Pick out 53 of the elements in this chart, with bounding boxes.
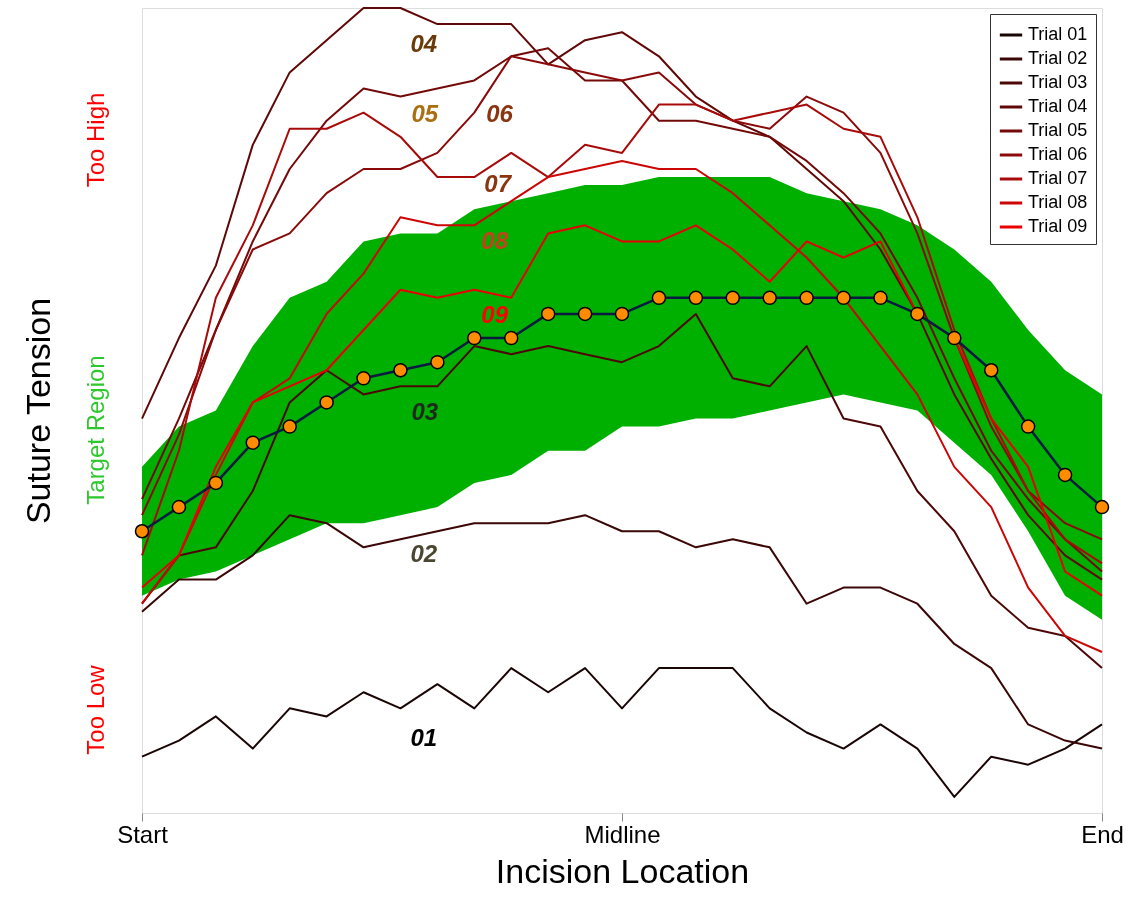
- point: [245, 435, 261, 450]
- y-axis-title: Suture Tension: [18, 297, 57, 525]
- text: Too High: [82, 92, 109, 188]
- point: [799, 290, 814, 306]
- annotation: 06: [486, 100, 514, 127]
- point: [762, 290, 777, 306]
- point: [393, 362, 408, 378]
- point: [983, 362, 999, 378]
- legend-label: Trial 06: [1028, 144, 1088, 164]
- point: [171, 499, 187, 515]
- legend-label: Trial 07: [1028, 168, 1088, 188]
- point: [614, 306, 630, 322]
- annotation: 07: [484, 170, 513, 197]
- annotation: 09: [481, 301, 509, 328]
- legend-label: Trial 08: [1028, 192, 1088, 212]
- x-tick-label: End: [1081, 820, 1124, 848]
- text: Target Region: [82, 355, 109, 505]
- legend-label: Trial 09: [1028, 216, 1088, 236]
- legend-label: Trial 01: [1028, 24, 1088, 44]
- annotation: 01: [410, 724, 438, 751]
- point: [540, 306, 556, 322]
- point: [947, 330, 962, 346]
- annotation: 08: [481, 227, 509, 254]
- annotation: 04: [410, 30, 438, 57]
- point: [836, 290, 851, 306]
- point: [651, 290, 667, 306]
- point: [1020, 419, 1036, 434]
- point: [1094, 499, 1110, 515]
- point: [134, 523, 150, 539]
- point: [577, 306, 593, 322]
- point: [1057, 467, 1073, 483]
- text: Too Low: [82, 664, 109, 755]
- legend-label: Trial 05: [1028, 120, 1088, 140]
- legend-label: Trial 03: [1028, 72, 1088, 92]
- point: [725, 290, 741, 306]
- annotation: 02: [410, 540, 438, 567]
- x-tick-label: Midline: [584, 820, 661, 848]
- point: [430, 354, 445, 370]
- annotation: 05: [411, 100, 439, 127]
- point: [208, 475, 224, 491]
- point: [910, 306, 925, 322]
- point: [319, 395, 334, 410]
- point: [282, 419, 297, 434]
- x-tick-label: Start: [117, 820, 169, 848]
- legend-label: Trial 04: [1028, 96, 1088, 116]
- point: [467, 330, 482, 346]
- x-axis-title: Incision Location: [495, 851, 750, 890]
- legend-label: Trial 02: [1028, 48, 1088, 68]
- point: [873, 290, 888, 306]
- point: [503, 330, 519, 346]
- point: [688, 290, 704, 306]
- point: [356, 371, 371, 386]
- annotation: 03: [411, 398, 439, 425]
